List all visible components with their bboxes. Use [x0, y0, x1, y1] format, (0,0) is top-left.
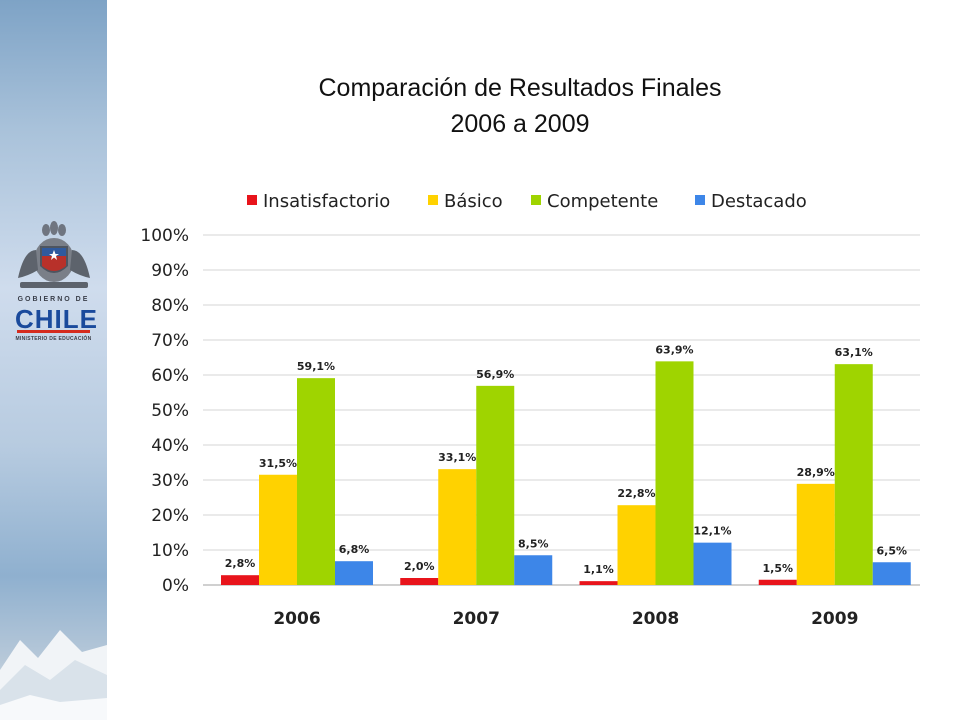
bar	[693, 542, 732, 585]
bar	[872, 562, 911, 585]
bar	[796, 483, 835, 585]
x-category-label: 2006	[273, 609, 320, 629]
data-label: 63,1%	[835, 346, 873, 359]
bar	[617, 505, 656, 585]
y-tick-label: 50%	[151, 401, 189, 421]
bar	[221, 575, 259, 585]
coat-of-arms-icon	[18, 221, 90, 288]
data-label: 2,8%	[225, 557, 256, 570]
gov-text: GOBIERNO DE	[17, 296, 90, 303]
data-label: 1,5%	[762, 562, 793, 575]
bar	[297, 378, 335, 585]
bar	[758, 579, 797, 585]
chile-logo-text: CHILE	[15, 304, 98, 334]
ministry-text: MINISTERIO DE EDUCACIÓN	[15, 336, 92, 342]
chile-logo-stripe	[17, 330, 90, 333]
sidebar-background: GOBIERNO DE CHILE MINISTERIO DE EDUCACIÓ…	[0, 0, 107, 720]
y-tick-label: 10%	[151, 541, 189, 561]
legend-swatch	[695, 195, 705, 205]
mountain-image	[0, 630, 107, 720]
bar	[335, 561, 373, 585]
y-tick-label: 40%	[151, 436, 189, 456]
bar	[400, 578, 439, 585]
slide-title: Comparación de Resultados Finales 2006 a…	[240, 70, 800, 142]
y-tick-label: 100%	[140, 226, 189, 246]
slide-title-line2: 2006 a 2009	[450, 110, 590, 138]
y-tick-label: 90%	[151, 261, 189, 281]
data-label: 31,5%	[259, 457, 297, 470]
x-category-label: 2008	[632, 609, 679, 629]
y-tick-label: 60%	[151, 366, 189, 386]
data-label: 56,9%	[476, 368, 514, 381]
data-label: 28,9%	[797, 466, 835, 479]
data-label: 2,0%	[404, 560, 435, 573]
data-label: 59,1%	[297, 360, 335, 373]
bar	[655, 361, 694, 585]
data-label: 22,8%	[617, 487, 655, 500]
y-tick-label: 0%	[162, 576, 189, 596]
data-label: 63,9%	[655, 343, 693, 356]
bar	[579, 581, 618, 585]
legend-swatch	[247, 195, 257, 205]
legend-swatch	[428, 195, 438, 205]
x-category-label: 2009	[811, 609, 858, 629]
legend-swatch	[531, 195, 541, 205]
legend-label: Destacado	[711, 191, 807, 212]
slide-title-line1: Comparación de Resultados Finales	[318, 74, 722, 102]
data-label: 8,5%	[518, 537, 549, 550]
y-tick-label: 80%	[151, 296, 189, 316]
y-tick-label: 20%	[151, 506, 189, 526]
data-label: 1,1%	[583, 563, 614, 576]
data-label: 33,1%	[438, 451, 476, 464]
data-label: 6,8%	[339, 543, 370, 556]
x-category-label: 2007	[453, 609, 500, 629]
bar	[834, 364, 873, 585]
bar	[514, 555, 553, 585]
legend-label: Insatisfactorio	[263, 191, 390, 212]
legend-label: Básico	[444, 191, 503, 212]
data-label: 6,5%	[876, 544, 907, 557]
bar	[259, 474, 297, 585]
data-label: 12,1%	[693, 525, 731, 538]
bar	[438, 469, 477, 585]
y-tick-label: 30%	[151, 471, 189, 491]
y-tick-label: 70%	[151, 331, 189, 351]
bar	[476, 385, 515, 585]
legend-label: Competente	[547, 191, 658, 212]
